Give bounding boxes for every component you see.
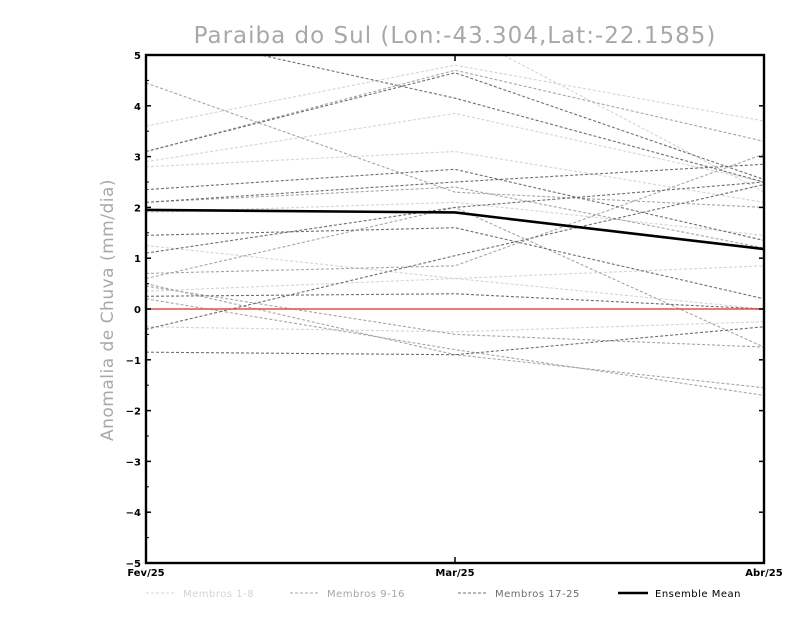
y-axis-label: Anomalia de Chuva (mm/dia) (98, 179, 118, 441)
ensemble-mean-line (146, 208, 764, 251)
y-tick-label: −4 (126, 508, 141, 519)
y-tick-label: 1 (134, 254, 141, 265)
series-line-membro-20 (146, 181, 764, 254)
y-tick-label: −3 (126, 457, 141, 468)
series-line-membro-4 (146, 201, 764, 236)
chart-title: Paraiba do Sul (Lon:-43.304,Lat:-22.1585… (194, 23, 717, 49)
series-line-membro-18 (146, 163, 764, 203)
x-tick-label: Mar/25 (435, 568, 474, 579)
series-line-membro-16 (146, 283, 764, 389)
series-line-membro-2 (146, 112, 764, 183)
series-line-membro-23 (146, 326, 764, 356)
legend-label-membros-9-16: Membros 9-16 (327, 589, 405, 600)
series-line-membro-19 (146, 227, 764, 300)
y-tick-label: 0 (134, 305, 141, 316)
series-line-membro-24 (146, 72, 764, 180)
legend-label-membros-1-8: Membros 1-8 (183, 589, 254, 600)
series-line-membro-9 (146, 82, 764, 208)
axis-layer: −5 −4 −3 −2 −1 0 1 2 3 4 5 Fev/25 Mar/25 Abr/25 (126, 51, 783, 579)
legend: Membros 1-8 Membros 9-16 Membros 17-25 Ense… (146, 589, 741, 600)
series-line-membro-10 (146, 69, 764, 153)
series-line-membro-7 (146, 321, 764, 333)
y-tick-label: −1 (126, 356, 141, 367)
y-tick-label: −5 (126, 559, 141, 570)
y-tick-label: 3 (134, 153, 141, 164)
y-tick-label: 5 (134, 51, 141, 62)
x-tick-label: Abr/25 (745, 568, 782, 579)
series-layer (146, 55, 764, 396)
series-line-membro-15 (146, 298, 764, 396)
x-tick-label: Fev/25 (127, 568, 164, 579)
series-line-membro-17 (146, 168, 764, 241)
legend-label-membros-17-25: Membros 17-25 (495, 589, 580, 600)
legend-label-ensemble-mean: Ensemble Mean (655, 589, 741, 600)
series-line-membro-5 (146, 244, 764, 280)
series-line-membro-6 (146, 277, 764, 310)
series-line-membro-14 (146, 285, 764, 348)
series-line-membro-21 (146, 293, 764, 310)
series-line-membro-8 (502, 55, 764, 193)
y-tick-label: 4 (134, 102, 141, 113)
y-tick-label: −2 (126, 407, 141, 418)
series-line-membro-25 (257, 55, 764, 183)
series-line-membro-22 (146, 184, 764, 330)
y-tick-label: 2 (134, 203, 141, 214)
